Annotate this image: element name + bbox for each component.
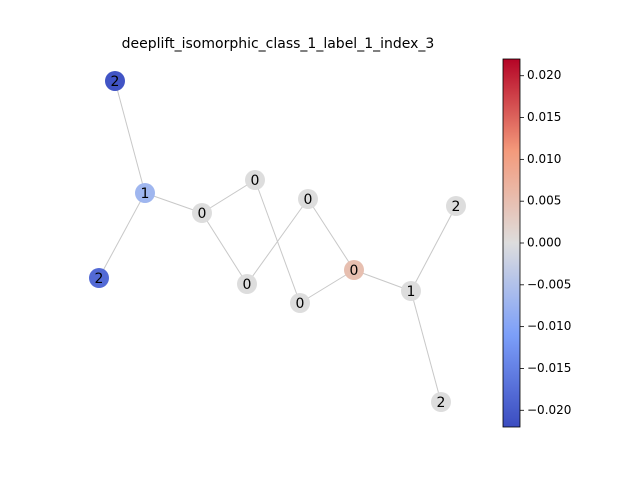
edge <box>98 192 146 279</box>
chart-title: deeplift_isomorphic_class_1_label_1_inde… <box>122 36 435 52</box>
node-label: 2 <box>452 199 461 215</box>
node <box>298 189 318 209</box>
colorbar-tick-label: 0.020 <box>527 68 561 82</box>
edge <box>201 212 248 285</box>
node <box>431 392 451 412</box>
node <box>401 281 421 301</box>
node-label: 0 <box>243 277 252 293</box>
node <box>446 196 466 216</box>
node-label: 0 <box>304 192 313 208</box>
node-label: 1 <box>407 284 416 300</box>
edge <box>299 269 355 304</box>
colorbar-tick-label: −0.010 <box>527 319 571 333</box>
node <box>135 183 155 203</box>
node <box>192 203 212 223</box>
colorbar-tick-label: 0.005 <box>527 194 561 208</box>
colorbar-tick-label: −0.015 <box>527 361 571 375</box>
node <box>245 170 265 190</box>
edge <box>410 205 457 292</box>
node <box>290 293 310 313</box>
node <box>344 260 364 280</box>
edge <box>410 290 442 403</box>
colorbar-tick-label: 0.000 <box>527 236 561 250</box>
colorbar-tick-label: −0.020 <box>527 403 571 417</box>
colorbar <box>502 58 521 428</box>
node-label: 2 <box>111 74 120 90</box>
edge <box>246 198 309 285</box>
edge <box>353 269 412 292</box>
node-label: 2 <box>95 271 104 287</box>
node <box>89 268 109 288</box>
node-label: 0 <box>251 173 260 189</box>
edge <box>307 198 355 271</box>
node-label: 2 <box>437 395 446 411</box>
edge <box>201 179 256 214</box>
node <box>105 71 125 91</box>
colorbar-tick-label: 0.010 <box>527 152 561 166</box>
node-label: 0 <box>350 263 359 279</box>
colorbar-tick-label: −0.005 <box>527 277 571 291</box>
edge <box>144 192 203 214</box>
node-label: 1 <box>141 186 150 202</box>
colorbar-tick-label: 0.015 <box>527 110 561 124</box>
node-label: 0 <box>296 296 305 312</box>
node-label: 0 <box>198 206 207 222</box>
node <box>237 274 257 294</box>
edge <box>114 80 146 194</box>
